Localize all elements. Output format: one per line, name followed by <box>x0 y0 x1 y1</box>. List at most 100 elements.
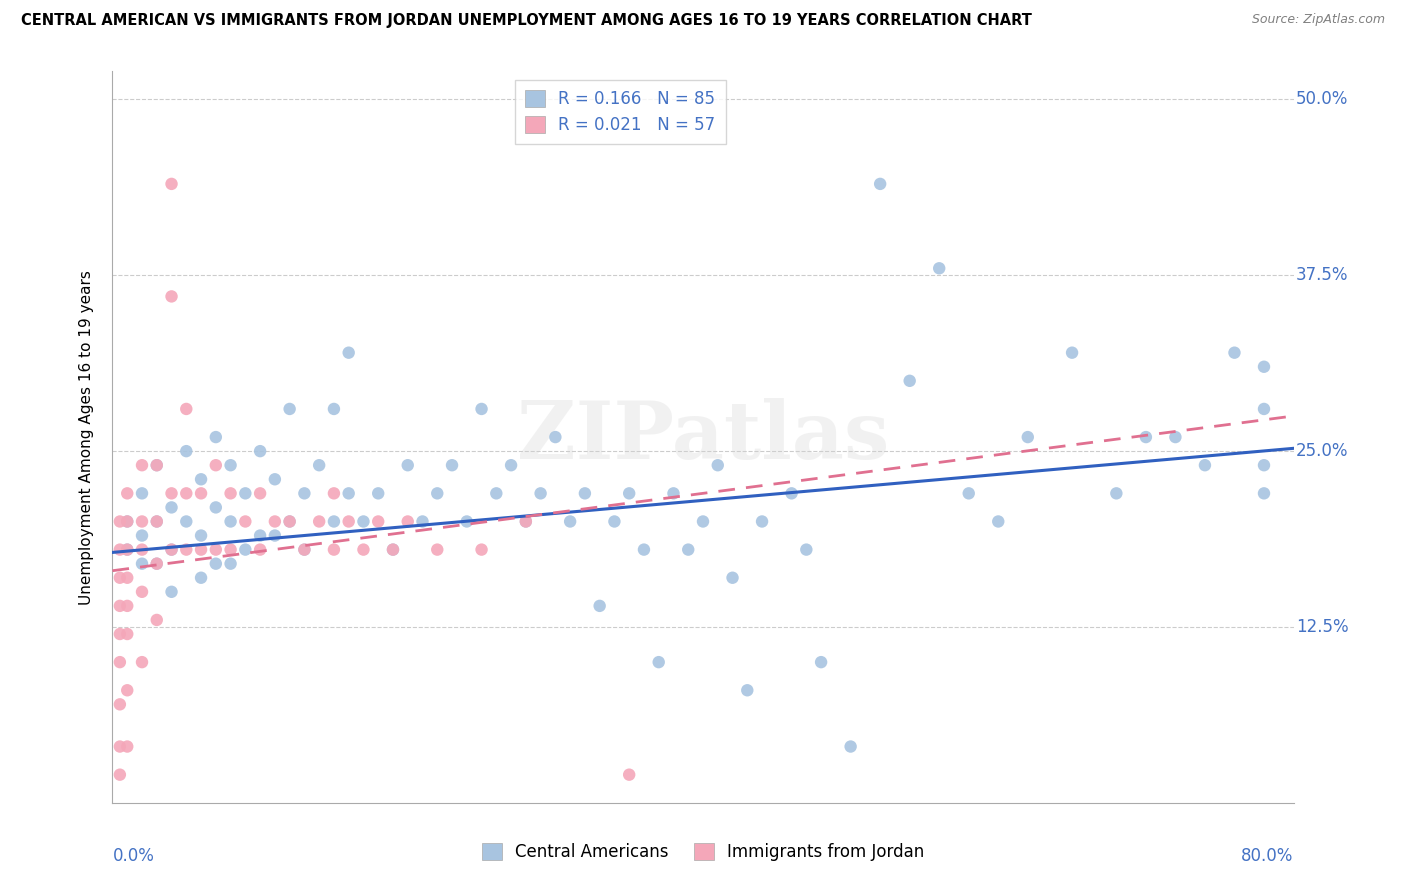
Point <box>1253 486 1275 500</box>
Y-axis label: Unemployment Among Ages 16 to 19 years: Unemployment Among Ages 16 to 19 years <box>79 269 94 605</box>
Point <box>470 401 494 416</box>
Point <box>678 542 700 557</box>
Point <box>117 515 138 529</box>
Point <box>205 542 228 557</box>
Point <box>160 177 183 191</box>
Point <box>219 557 242 571</box>
Point <box>190 528 212 542</box>
Point <box>131 655 153 669</box>
Point <box>160 542 183 557</box>
Point <box>839 739 862 754</box>
Point <box>485 486 508 500</box>
Point <box>117 627 138 641</box>
Point <box>249 444 271 458</box>
Point <box>323 542 346 557</box>
Point <box>780 486 803 500</box>
Point <box>117 571 138 585</box>
Point <box>108 655 131 669</box>
Point <box>278 401 301 416</box>
Text: Source: ZipAtlas.com: Source: ZipAtlas.com <box>1251 13 1385 27</box>
Point <box>117 599 138 613</box>
Point <box>396 515 419 529</box>
Point <box>117 515 138 529</box>
Point <box>957 486 980 500</box>
Point <box>588 599 610 613</box>
Text: 12.5%: 12.5% <box>1296 618 1348 636</box>
Point <box>544 430 567 444</box>
Point <box>131 515 153 529</box>
Point <box>219 458 242 473</box>
Text: 37.5%: 37.5% <box>1296 267 1348 285</box>
Point <box>1223 345 1246 359</box>
Point <box>619 767 641 781</box>
Point <box>470 542 494 557</box>
Point <box>751 515 773 529</box>
Point <box>174 542 197 557</box>
Point <box>382 542 405 557</box>
Point <box>219 515 242 529</box>
Point <box>441 458 464 473</box>
Point <box>108 599 131 613</box>
Point <box>233 515 256 529</box>
Point <box>323 486 346 500</box>
Point <box>987 515 1010 529</box>
Point <box>117 683 138 698</box>
Point <box>264 528 287 542</box>
Point <box>619 486 641 500</box>
Text: 0.0%: 0.0% <box>112 847 155 864</box>
Point <box>558 515 582 529</box>
Point <box>737 683 759 698</box>
Point <box>131 542 153 557</box>
Point <box>108 571 131 585</box>
Point <box>117 542 138 557</box>
Point <box>146 557 169 571</box>
Point <box>662 486 685 500</box>
Point <box>1105 486 1128 500</box>
Point <box>706 458 728 473</box>
Point <box>108 767 131 781</box>
Point <box>146 458 169 473</box>
Point <box>810 655 832 669</box>
Point <box>174 444 197 458</box>
Point <box>108 627 131 641</box>
Point <box>367 486 389 500</box>
Point <box>292 542 315 557</box>
Point <box>292 486 315 500</box>
Point <box>367 515 389 529</box>
Point <box>382 542 405 557</box>
Point <box>337 515 360 529</box>
Point <box>108 739 131 754</box>
Point <box>205 500 228 515</box>
Point <box>308 458 330 473</box>
Point <box>190 542 212 557</box>
Point <box>1194 458 1216 473</box>
Point <box>869 177 891 191</box>
Point <box>146 458 169 473</box>
Point <box>603 515 626 529</box>
Legend: Central Americans, Immigrants from Jordan: Central Americans, Immigrants from Jorda… <box>475 836 931 868</box>
Point <box>190 472 212 486</box>
Point <box>1017 430 1039 444</box>
Point <box>131 458 153 473</box>
Point <box>131 584 153 599</box>
Point <box>205 458 228 473</box>
Point <box>323 515 346 529</box>
Point <box>131 528 153 542</box>
Point <box>1164 430 1187 444</box>
Point <box>190 571 212 585</box>
Point <box>108 515 131 529</box>
Point <box>190 486 212 500</box>
Point <box>117 739 138 754</box>
Point <box>160 542 183 557</box>
Point <box>515 515 537 529</box>
Point <box>174 401 197 416</box>
Point <box>160 289 183 303</box>
Point <box>574 486 596 500</box>
Point <box>1135 430 1157 444</box>
Point <box>131 557 153 571</box>
Point <box>264 472 287 486</box>
Point <box>249 542 271 557</box>
Text: 80.0%: 80.0% <box>1241 847 1294 864</box>
Point <box>219 542 242 557</box>
Point <box>1062 345 1084 359</box>
